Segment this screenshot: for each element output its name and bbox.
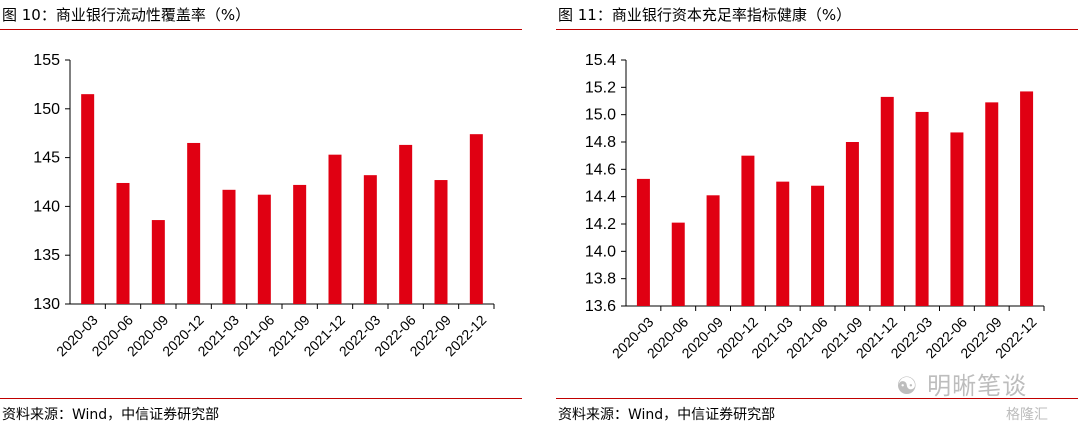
y-tick-label: 13.6 bbox=[585, 298, 616, 315]
chart-title: 图 10：商业银行流动性覆盖率（%） bbox=[2, 6, 251, 24]
y-tick-label: 15.4 bbox=[585, 52, 616, 69]
car-bar-chart: 13.6 13.8 14.0 14.2 14.4 14.6 14.8 15.0 15.2 15.4… bbox=[585, 52, 1045, 361]
y-tick-label: 14.4 bbox=[585, 189, 616, 206]
bar-2022-03 bbox=[363, 175, 377, 304]
y-tick-label: 13.8 bbox=[585, 271, 616, 288]
source-rule bbox=[556, 398, 1078, 399]
bar-2020-12 bbox=[741, 155, 755, 306]
y-tick-label: 140 bbox=[33, 198, 60, 215]
gelonghui-logo: 格隆汇 bbox=[1006, 407, 1048, 423]
y-tick-label: 145 bbox=[33, 150, 60, 167]
y-tick-label: 130 bbox=[33, 296, 60, 313]
bar-2021-09 bbox=[845, 142, 859, 306]
chart-source: 资料来源：Wind，中信证券研究部 bbox=[558, 407, 776, 423]
watermark-text: 明晰笔谈 bbox=[927, 372, 1028, 400]
bar-2021-06 bbox=[811, 185, 825, 306]
title-rule bbox=[556, 29, 1078, 30]
watermark: ☯ 明晰笔谈 bbox=[896, 366, 1027, 401]
y-tick-label: 155 bbox=[33, 52, 60, 69]
chart-title: 图 11：商业银行资本充足率指标健康（%） bbox=[558, 6, 852, 24]
chart-source: 资料来源：Wind，中信证券研究部 bbox=[2, 407, 220, 423]
bar-2020-03 bbox=[636, 178, 650, 306]
bar-2021-12 bbox=[328, 154, 342, 304]
y-tick-label: 14.2 bbox=[585, 216, 616, 233]
y-tick-label: 150 bbox=[33, 101, 60, 118]
y-tick-label: 14.0 bbox=[585, 243, 616, 260]
bar-2022-12 bbox=[469, 134, 483, 304]
bar-2020-06 bbox=[116, 182, 130, 304]
bar-2021-12 bbox=[880, 96, 894, 307]
lcr-bar-chart: 1301351401451501552020-032020-062020-092… bbox=[33, 52, 495, 359]
bar-2022-03 bbox=[915, 111, 929, 306]
bar-2022-12 bbox=[1020, 91, 1034, 306]
y-tick-label: 15.2 bbox=[585, 79, 616, 96]
chart-panel-lcr: 图 10：商业银行流动性覆盖率（%） 130 135 140 145 150 155 202… bbox=[0, 0, 524, 428]
bar-2021-03 bbox=[776, 181, 790, 306]
chart-panel-car: 图 11：商业银行资本充足率指标健康（%） 13.6 13.8 14.0 14.2 14… bbox=[556, 0, 1080, 428]
bar-2020-03 bbox=[81, 94, 95, 304]
bar-2021-06 bbox=[257, 194, 271, 304]
bar-2022-06 bbox=[950, 132, 964, 306]
y-tick-label: 14.8 bbox=[585, 134, 616, 151]
bar-2021-09 bbox=[293, 184, 307, 304]
y-tick-label: 14.6 bbox=[585, 161, 616, 178]
wechat-icon: ☯ bbox=[896, 372, 919, 400]
bar-2021-03 bbox=[222, 189, 236, 304]
y-tick-label: 15.0 bbox=[585, 107, 616, 124]
bar-2022-09 bbox=[434, 180, 448, 304]
title-rule bbox=[0, 29, 522, 30]
bar-2022-06 bbox=[399, 144, 413, 304]
bar-2020-12 bbox=[187, 142, 201, 304]
y-tick-label: 135 bbox=[33, 247, 60, 264]
bar-2020-09 bbox=[151, 220, 165, 304]
bar-2020-06 bbox=[671, 222, 685, 306]
source-rule bbox=[0, 398, 522, 399]
bar-2020-09 bbox=[706, 195, 720, 306]
bar-2022-09 bbox=[985, 102, 999, 306]
